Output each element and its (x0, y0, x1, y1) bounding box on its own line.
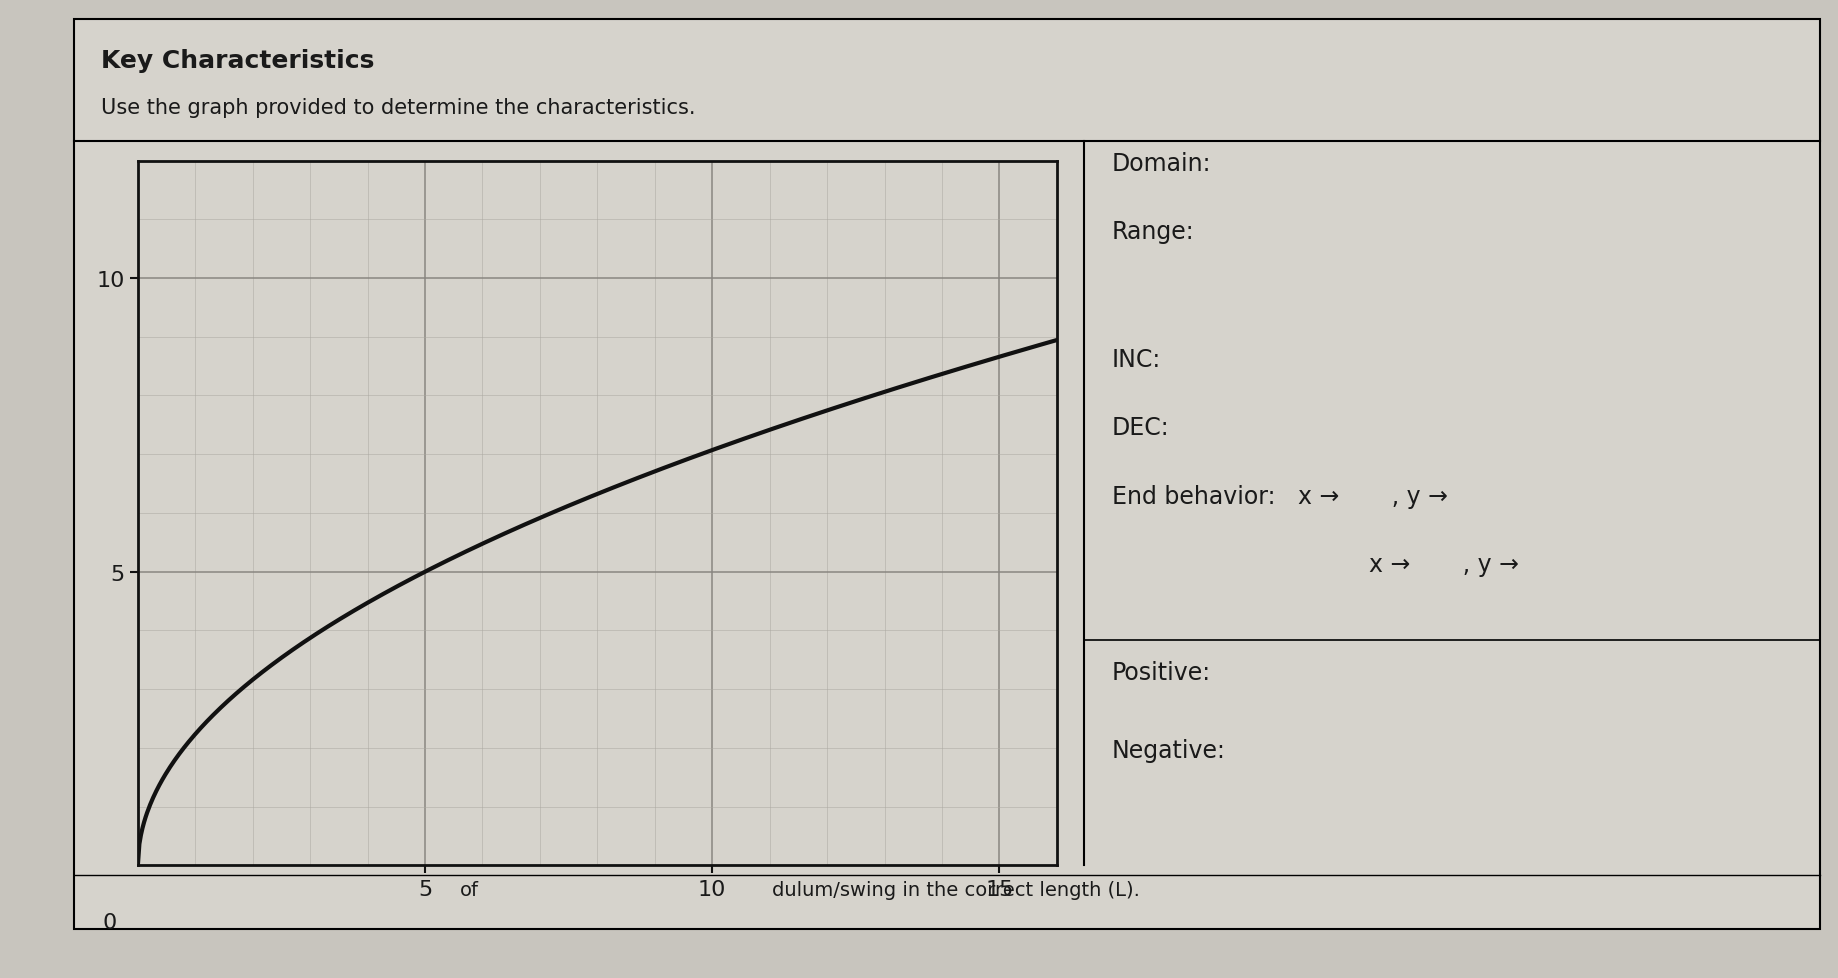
Text: x →       , y →: x → , y → (1369, 553, 1520, 577)
Text: INC:: INC: (1112, 347, 1162, 372)
Text: Domain:: Domain: (1112, 152, 1211, 176)
Text: Use the graph provided to determine the characteristics.: Use the graph provided to determine the … (101, 98, 695, 117)
Text: dulum/swing in the correct length (L).: dulum/swing in the correct length (L). (772, 880, 1140, 899)
Text: of: of (460, 880, 478, 899)
Text: Negative:: Negative: (1112, 738, 1226, 763)
Text: 0: 0 (101, 912, 116, 932)
Text: End behavior:   x →       , y →: End behavior: x → , y → (1112, 484, 1448, 509)
Text: Positive:: Positive: (1112, 660, 1211, 685)
Text: Range:: Range: (1112, 220, 1195, 244)
Text: DEC:: DEC: (1112, 416, 1169, 440)
Text: Key Characteristics: Key Characteristics (101, 49, 375, 73)
